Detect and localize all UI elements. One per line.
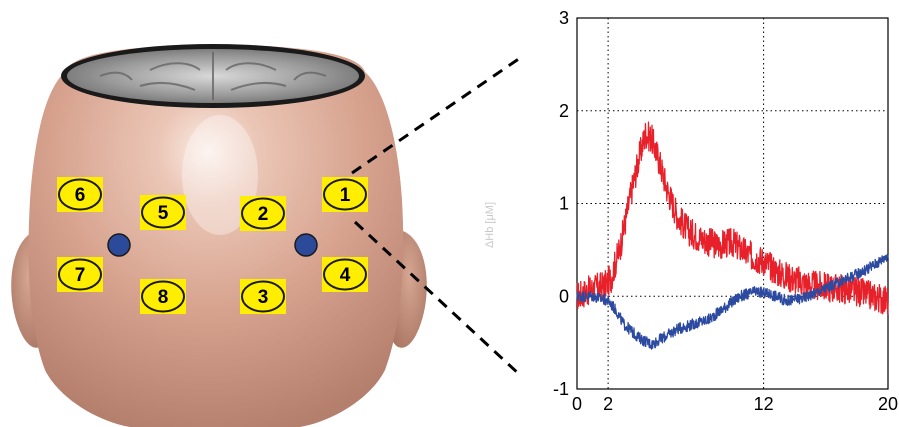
head-model: 1 2 3 4 5 6 7 [11, 44, 427, 427]
channel-5: 5 [140, 195, 186, 230]
forehead-highlight [182, 115, 258, 235]
y-axis-label: ΔHb [μM] [484, 202, 496, 248]
scalp [28, 45, 404, 427]
channel-label: 5 [158, 203, 169, 224]
channel-3: 3 [240, 279, 286, 314]
plot-area [576, 17, 889, 390]
channel-label: 6 [75, 185, 86, 206]
channel-4: 4 [322, 257, 368, 292]
y-tick-label: 3 [559, 8, 569, 28]
series-lines [576, 121, 889, 350]
channel-2: 2 [240, 196, 286, 231]
x-tick-label: 2 [603, 394, 613, 414]
channel-8: 8 [140, 279, 186, 314]
zoom-line-top [351, 56, 521, 175]
channel-label: 2 [258, 204, 269, 225]
channel-label: 7 [75, 265, 86, 286]
channel-1: 1 [322, 177, 368, 212]
brain-folds [99, 52, 327, 100]
grid [577, 18, 888, 389]
channel-label: 8 [158, 287, 169, 308]
y-tick-label: 2 [559, 101, 569, 121]
channel-7: 7 [57, 257, 103, 292]
detector-left [107, 233, 131, 257]
x-tick-label: 12 [754, 394, 774, 414]
series-line-red [576, 121, 889, 315]
series-line-blue [576, 254, 889, 350]
channel-label: 1 [340, 185, 351, 206]
y-tick-label: 1 [559, 194, 569, 214]
x-tick-label: 0 [572, 394, 582, 414]
channel-label: 3 [258, 287, 269, 308]
detector-right [294, 233, 318, 257]
y-tick-label: -1 [553, 379, 569, 399]
channel-label: 4 [340, 265, 351, 286]
x-tick-label: 20 [878, 394, 898, 414]
channel-6: 6 [57, 177, 103, 212]
y-tick-label: 0 [559, 286, 569, 306]
